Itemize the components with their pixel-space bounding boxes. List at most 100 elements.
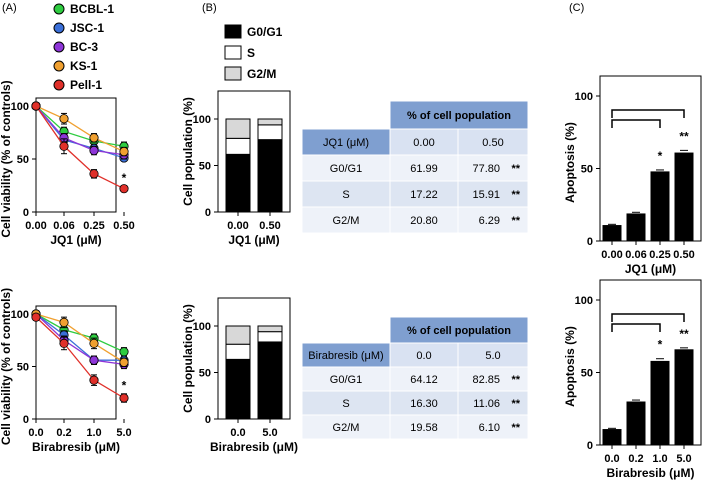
legend-cell-cycle: G0/G1 S G2/M [224, 24, 283, 81]
bar [650, 171, 670, 241]
y-tick-label: 100 [575, 295, 593, 307]
series-line-jsc1 [35, 105, 125, 159]
plot-frame [217, 297, 291, 420]
y-axis-title: Cell viability (% of controls) [0, 288, 13, 445]
table-value-cell [389, 366, 459, 392]
significance-marker: * [658, 149, 663, 163]
y-tick-label: 50 [581, 368, 593, 380]
table-significance: ** [511, 163, 520, 175]
panel-label-a: (A) [2, 2, 17, 14]
legend-marker-ks1 [53, 60, 65, 72]
legend-cell-lines: BCBL-1 JSC-1 BC-3 KS-1 Pell-1 [53, 2, 114, 92]
x-tick-label: 0.00 [25, 220, 46, 232]
x-tick-label: 0.50 [259, 220, 280, 232]
legend-swatch-g2m [224, 66, 242, 81]
table-value-cell [457, 154, 529, 182]
table-dose-cell [457, 342, 529, 368]
significance-marker: * [658, 338, 663, 352]
x-tick-label: 0.06 [53, 220, 74, 232]
table-significance: ** [511, 374, 520, 386]
data-point-bcbl1 [119, 347, 129, 357]
table-cellcycle-jq1: % of cell population JQ1 (μM) 0.00 0.50 G0/G… [301, 100, 529, 234]
x-tick-label: 0.0 [604, 453, 619, 465]
data-point-ks1 [119, 146, 129, 157]
y-tick-label: 50 [199, 161, 211, 173]
legend-label-bc3: BC-3 [70, 40, 98, 54]
y-tick-label: 0 [23, 207, 29, 219]
x-tick-label: 0.0 [28, 427, 43, 439]
table-value-cell [389, 414, 459, 440]
series-line-ks1 [35, 313, 125, 363]
y-tick-label: 50 [581, 164, 593, 176]
y-axis-title: Cell viability (% of controls) [0, 80, 13, 237]
bar [602, 429, 622, 445]
plot-frame [35, 305, 117, 420]
table-dose-label: 0.50 [482, 137, 503, 149]
table-value: 6.10 [479, 422, 500, 434]
table-significance: ** [511, 215, 520, 227]
table-value: 16.30 [410, 398, 438, 410]
series-line-pell1 [35, 105, 125, 190]
significance-bracket [611, 313, 685, 322]
bar [650, 360, 670, 445]
y-tick-label: 50 [17, 362, 29, 374]
x-axis-title: Birabresib (μM) [32, 440, 120, 454]
legend-label-pell1: Pell-1 [70, 78, 102, 92]
bar-segment-g2m [225, 118, 251, 139]
series-line-bc3 [35, 313, 125, 366]
table-value-cell [457, 414, 529, 440]
significance-marker: * [122, 378, 127, 392]
x-tick-label: 5.0 [116, 427, 131, 439]
significance-marker: ** [679, 129, 689, 143]
bar-segment-g0g1 [257, 341, 283, 420]
table-dose-label: 0.00 [413, 137, 434, 149]
table-value: 77.80 [472, 163, 500, 175]
data-point-bc3 [89, 145, 99, 156]
y-axis-title: Apoptosis (%) [563, 122, 577, 203]
x-tick-label: 5.0 [676, 453, 691, 465]
bar [602, 225, 622, 241]
bar-segment-g2m [257, 325, 283, 333]
bar [626, 213, 646, 241]
bar-segment-s [225, 343, 251, 360]
x-tick-label: 0.2 [56, 427, 71, 439]
legend-marker-bcbl1 [53, 3, 65, 15]
table-dose-label: 5.0 [485, 350, 500, 362]
data-point-ks1 [59, 114, 69, 124]
x-tick-label: 0.00 [601, 249, 622, 261]
legend-label-g2m: G2/M [247, 67, 276, 81]
y-tick-label: 100 [11, 101, 29, 113]
series-line-bc3 [35, 105, 125, 156]
bar-segment-s [225, 137, 251, 155]
x-tick-label: 0.0 [230, 427, 245, 439]
bar-segment-g0g1 [225, 358, 251, 420]
table-dose-cell [389, 342, 459, 368]
significance-marker: * [122, 171, 127, 185]
y-axis-title: Cell population (%) [181, 97, 195, 206]
table-value-cell [457, 206, 529, 234]
x-axis-title: JQ1 (μM) [50, 233, 101, 247]
table-col-label: JQ1 (μM) [323, 137, 369, 149]
bar-segment-g2m [225, 325, 251, 345]
table-significance: ** [511, 422, 520, 434]
table-phase-label: G0/G1 [330, 374, 362, 386]
series-line-jsc1 [35, 313, 124, 361]
y-tick-label: 50 [199, 368, 211, 380]
table-value: 6.29 [479, 215, 500, 227]
table-value-cell [389, 390, 459, 416]
data-point-pell1 [89, 375, 99, 385]
x-tick-label: 5.0 [262, 427, 277, 439]
table-phase-label: G2/M [333, 422, 360, 434]
x-tick-label: 0.50 [673, 249, 694, 261]
plot-frame [35, 97, 117, 213]
data-point-pell1 [31, 312, 41, 322]
bar-segment-g0g1 [257, 139, 283, 213]
x-tick-label: 1.0 [652, 453, 667, 465]
legend-swatch-s [224, 45, 242, 60]
data-point-ks1 [89, 133, 99, 143]
table-phase-label: G0/G1 [330, 163, 362, 175]
table-phase-cell [301, 414, 391, 440]
significance-marker: ** [679, 327, 689, 341]
